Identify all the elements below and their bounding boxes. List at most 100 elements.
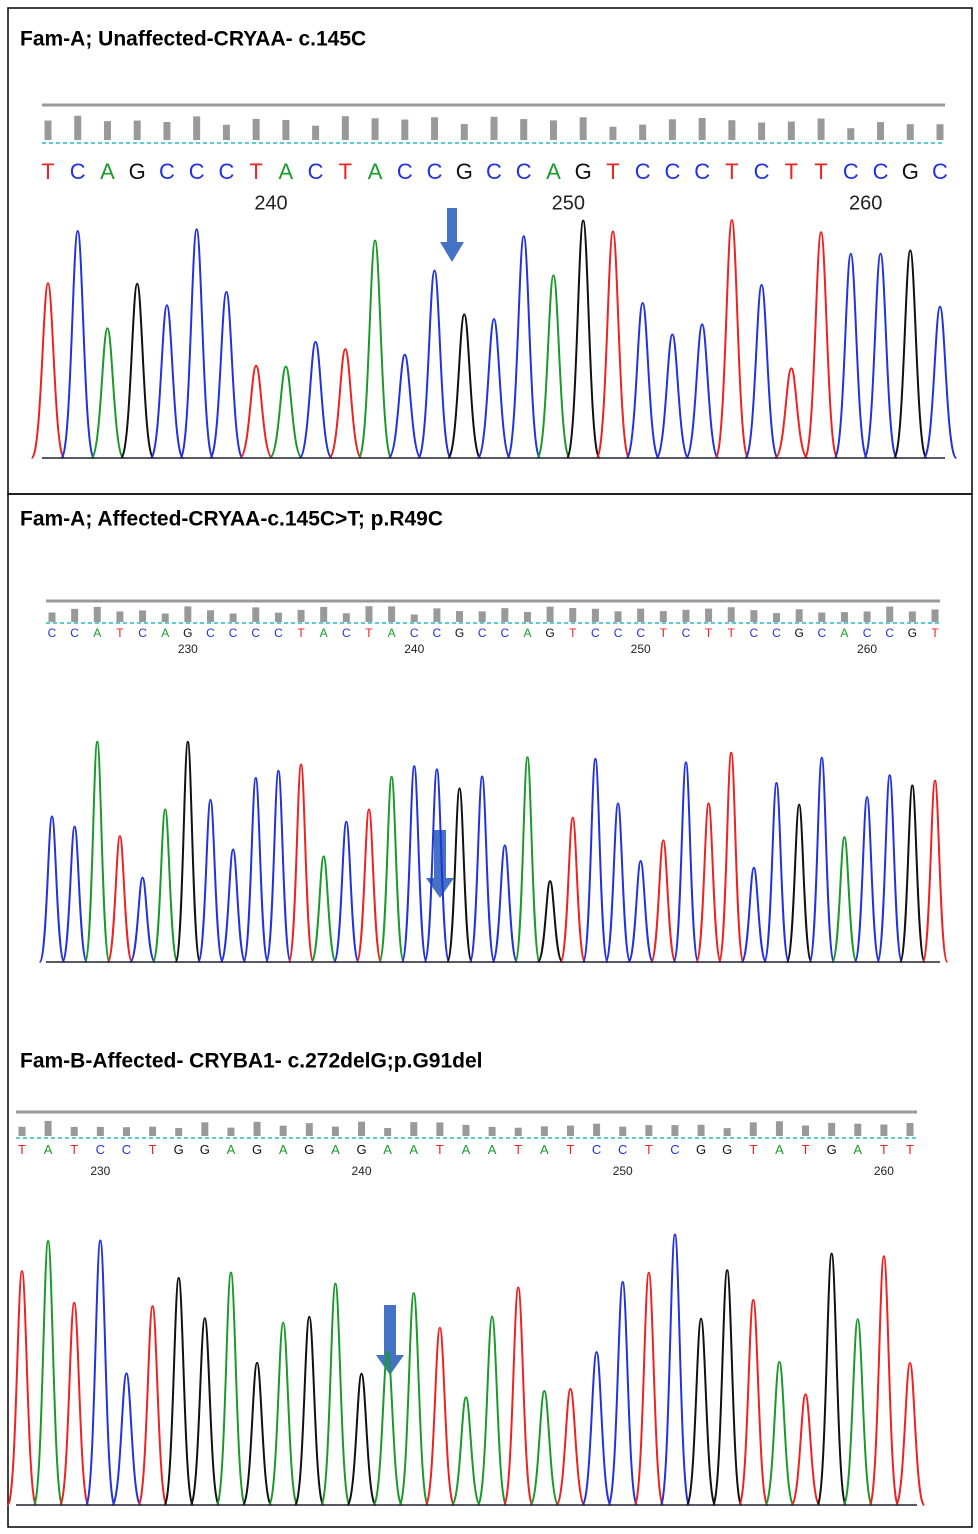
quality-bar bbox=[184, 606, 191, 622]
base-letter: T bbox=[339, 159, 352, 184]
base-letter: T bbox=[365, 626, 373, 640]
base-letter: C bbox=[96, 1142, 105, 1157]
base-letter: T bbox=[41, 159, 54, 184]
panel-frame bbox=[8, 8, 972, 494]
base-letter: G bbox=[174, 1142, 184, 1157]
quality-bar bbox=[162, 614, 169, 622]
quality-bar bbox=[773, 613, 780, 622]
peak bbox=[138, 1306, 167, 1505]
peak bbox=[855, 797, 880, 962]
base-letter: G bbox=[827, 1142, 837, 1157]
panel-frame bbox=[8, 494, 972, 1527]
quality-bar bbox=[489, 1127, 496, 1136]
quality-bar bbox=[71, 609, 78, 622]
peak bbox=[8, 1271, 37, 1505]
base-letter: T bbox=[705, 626, 713, 640]
base-letter: C bbox=[750, 626, 759, 640]
peak bbox=[686, 324, 719, 458]
quality-bar bbox=[401, 120, 408, 140]
base-letter: T bbox=[749, 1142, 757, 1157]
quality-bar bbox=[49, 612, 56, 622]
quality-bar bbox=[907, 1123, 914, 1136]
base-letter: C bbox=[500, 626, 509, 640]
base-letter: T bbox=[116, 626, 124, 640]
peak bbox=[832, 837, 857, 962]
quality-bar bbox=[639, 125, 646, 140]
base-letter: A bbox=[368, 159, 383, 184]
base-letter: C bbox=[308, 159, 324, 184]
base-letter: G bbox=[304, 1142, 314, 1157]
base-letter: A bbox=[523, 626, 531, 640]
peak bbox=[91, 328, 124, 458]
peak bbox=[696, 803, 721, 962]
peak bbox=[843, 1319, 872, 1505]
peak bbox=[507, 236, 540, 458]
quality-bar bbox=[134, 121, 141, 140]
base-letter: G bbox=[456, 159, 473, 184]
peak bbox=[870, 1256, 899, 1505]
base-letter: C bbox=[122, 1142, 131, 1157]
position-label: 260 bbox=[874, 1164, 894, 1178]
base-letter: G bbox=[183, 626, 192, 640]
sequence: TATCCTGGAGAGAGAATAATATCCTCGGTATGATT bbox=[18, 1142, 914, 1157]
base-letter: A bbox=[840, 626, 848, 640]
position-label: 230 bbox=[178, 642, 198, 656]
base-letter: A bbox=[546, 159, 561, 184]
quality-bar bbox=[541, 1126, 548, 1136]
peak bbox=[373, 1351, 402, 1505]
base-letter: A bbox=[331, 1142, 340, 1157]
base-letter: T bbox=[297, 626, 305, 640]
peak bbox=[739, 1300, 768, 1505]
quality-bar bbox=[515, 1128, 522, 1136]
sequence: TCAGCCCTACTACCGCCAGTCCCTCTTCCGC bbox=[41, 159, 948, 184]
quality-bar bbox=[431, 117, 438, 140]
base-letter: T bbox=[645, 1142, 653, 1157]
quality-bar bbox=[342, 116, 349, 140]
position-label: 240 bbox=[254, 192, 287, 214]
base-letter: T bbox=[569, 626, 577, 640]
quality-bar bbox=[728, 607, 735, 622]
peak bbox=[347, 1374, 376, 1505]
quality-bar bbox=[501, 608, 508, 622]
base-letter: C bbox=[635, 159, 651, 184]
quality-bar bbox=[567, 1126, 574, 1136]
base-letter: C bbox=[70, 626, 79, 640]
base-letter: A bbox=[93, 626, 101, 640]
base-letter: C bbox=[682, 626, 691, 640]
peak bbox=[175, 742, 200, 962]
position-label: 240 bbox=[352, 1164, 372, 1178]
peak bbox=[329, 349, 362, 458]
quality-bar bbox=[937, 124, 944, 140]
quality-bar bbox=[97, 1127, 104, 1136]
base-letter: C bbox=[932, 159, 948, 184]
quality-bar bbox=[880, 1125, 887, 1136]
quality-bar bbox=[593, 1124, 600, 1136]
base-letter: C bbox=[478, 626, 487, 640]
peak bbox=[295, 1317, 324, 1505]
base-letter: A bbox=[279, 1142, 288, 1157]
base-letter: T bbox=[149, 1142, 157, 1157]
peak bbox=[266, 771, 291, 962]
base-letter: C bbox=[159, 159, 175, 184]
quality-bar bbox=[123, 1127, 130, 1136]
base-letter: C bbox=[433, 626, 442, 640]
quality-bar bbox=[864, 611, 871, 622]
quality-bar bbox=[705, 609, 712, 622]
quality-bar bbox=[312, 126, 319, 140]
quality-bar bbox=[372, 118, 379, 140]
quality-bar bbox=[358, 1122, 365, 1136]
base-letter: T bbox=[814, 159, 827, 184]
peak bbox=[719, 753, 744, 962]
peak bbox=[448, 314, 481, 458]
quality-bar bbox=[877, 122, 884, 140]
position-label: 260 bbox=[849, 192, 882, 214]
quality-bar bbox=[699, 118, 706, 140]
peak bbox=[504, 1288, 533, 1505]
peak bbox=[243, 1363, 272, 1505]
peak bbox=[713, 1270, 742, 1505]
peak bbox=[556, 1389, 585, 1505]
base-letter: T bbox=[785, 159, 798, 184]
base-letter: C bbox=[516, 159, 532, 184]
quality-bar bbox=[698, 1125, 705, 1136]
quality-bar bbox=[45, 121, 52, 140]
